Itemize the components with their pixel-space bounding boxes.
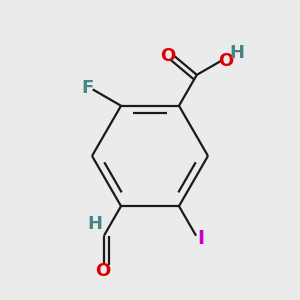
Text: O: O xyxy=(95,262,110,280)
Text: O: O xyxy=(218,52,234,70)
Text: H: H xyxy=(88,215,103,233)
Text: H: H xyxy=(229,44,244,62)
Text: F: F xyxy=(81,79,94,97)
Text: O: O xyxy=(160,47,175,65)
Text: I: I xyxy=(197,229,204,248)
